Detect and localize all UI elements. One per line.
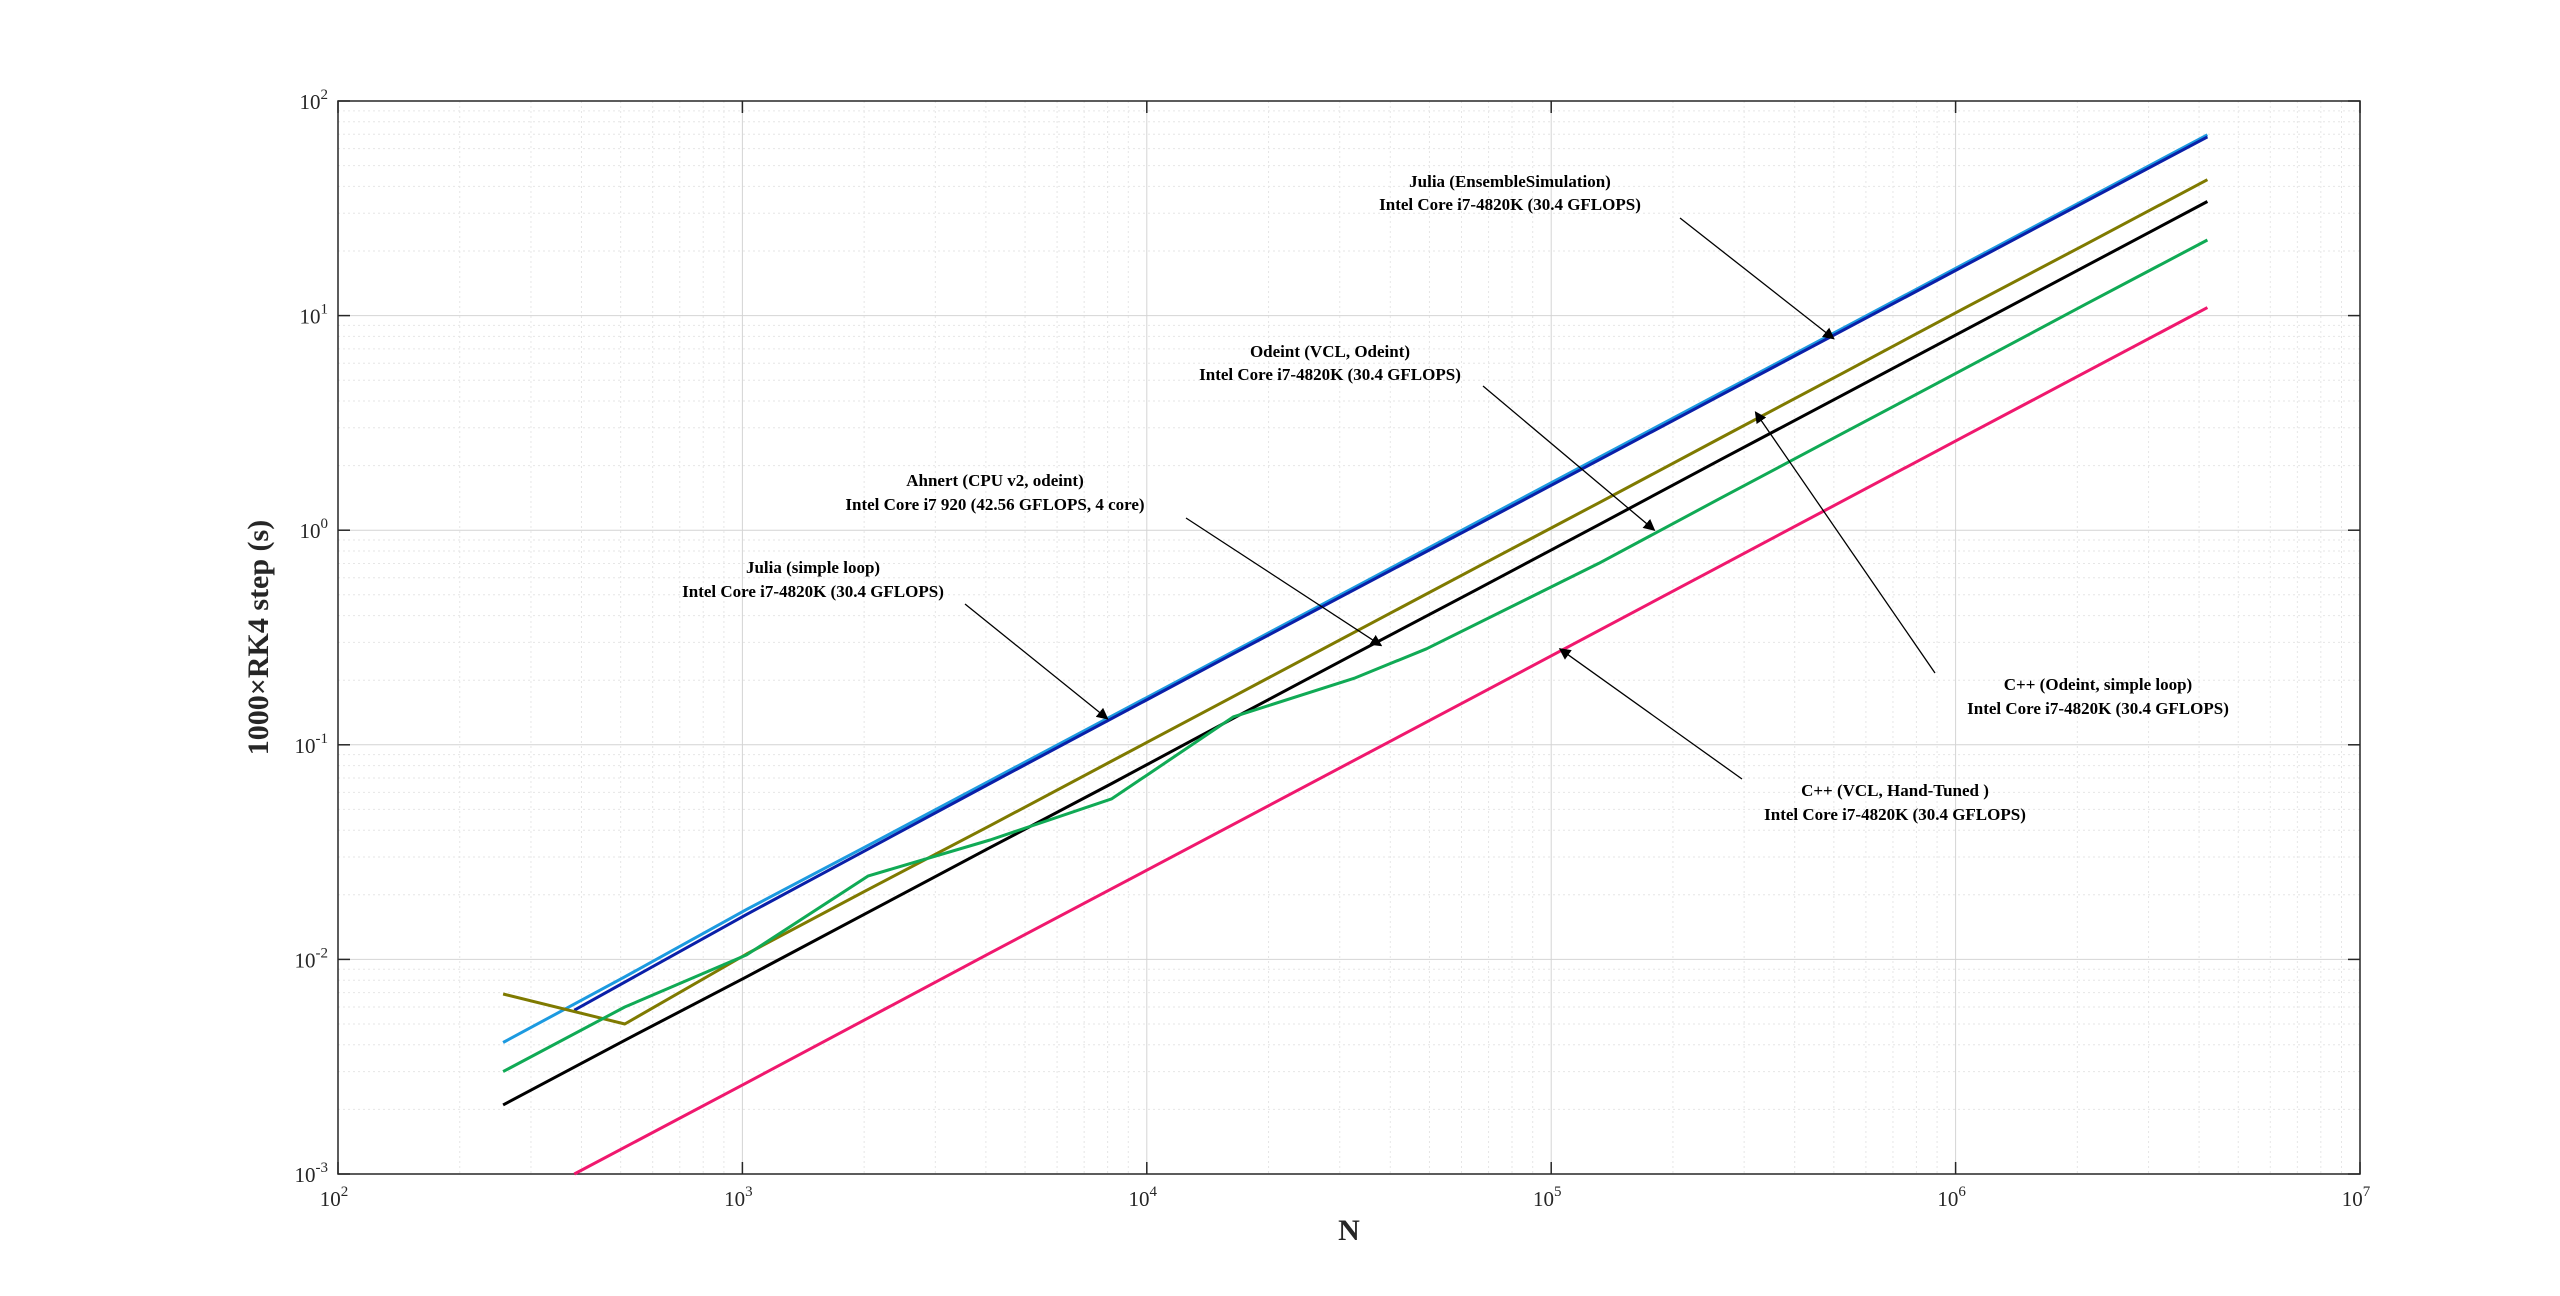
y-tick-label: 102 xyxy=(300,87,329,114)
annotation-subtitle: Intel Core i7-4820K (30.4 GFLOPS) xyxy=(1379,195,1641,214)
annotation-subtitle: Intel Core i7-4820K (30.4 GFLOPS) xyxy=(1764,805,2026,824)
series-line-3 xyxy=(502,178,2209,1026)
x-tick-label: 102 xyxy=(320,1184,349,1211)
x-axis-label: N xyxy=(1338,1214,1360,1247)
plot-area-border xyxy=(337,100,2361,1175)
annotation-layer: Julia (EnsembleSimulation) Intel Core i7-… xyxy=(682,172,2229,824)
annotation-title: C++ (Odeint, simple loop) xyxy=(2004,675,2192,694)
series-line-4 xyxy=(502,200,2209,1107)
annotation-subtitle: Intel Core i7-4820K (30.4 GFLOPS) xyxy=(1199,365,1461,384)
y-tick-label: 10-3 xyxy=(295,1160,329,1187)
y-axis-label: 1000×RK4 step (s) xyxy=(242,520,275,755)
y-tick-label: 10-1 xyxy=(295,731,329,758)
series-line-6 xyxy=(573,306,2209,1176)
x-tick-label: 107 xyxy=(2342,1184,2371,1211)
annotation-title: Julia (simple loop) xyxy=(746,558,880,577)
y-tick-label: 10-2 xyxy=(295,945,329,972)
annotation-arrow xyxy=(964,603,1109,720)
series-line-2 xyxy=(573,135,2209,1012)
annotation-arrow xyxy=(1482,385,1656,531)
series-line-1 xyxy=(502,133,2209,1044)
annotation-title: Julia (EnsembleSimulation) xyxy=(1409,172,1611,191)
annotation-arrow xyxy=(1558,648,1743,780)
x-tick-label: 105 xyxy=(1533,1184,1562,1211)
annotation-subtitle: Intel Core i7 920 (42.56 GFLOPS, 4 core) xyxy=(845,495,1144,514)
y-tick-label: 101 xyxy=(300,302,329,329)
annotation-title: C++ (VCL, Hand-Tuned ) xyxy=(1801,781,1989,800)
annotation-subtitle: Intel Core i7-4820K (30.4 GFLOPS) xyxy=(682,582,944,601)
x-tick-label: 103 xyxy=(724,1184,753,1211)
annotation-title: Ahnert (CPU v2, odeint) xyxy=(906,471,1084,490)
annotation-arrow xyxy=(1185,517,1383,647)
tick-labels: 102 103 104 105 106 107 10-3 10-2 10-1 100 101 102 xyxy=(295,87,2371,1211)
minor-grid xyxy=(338,101,2360,1174)
annotation-subtitle: Intel Core i7-4820K (30.4 GFLOPS) xyxy=(1967,699,2229,718)
y-tick-label: 100 xyxy=(300,516,329,543)
x-tick-label: 104 xyxy=(1129,1184,1158,1211)
annotation-arrow xyxy=(1679,217,1835,340)
series-layer xyxy=(502,133,2209,1176)
annotation-arrow xyxy=(1754,411,1936,674)
annotation-title: Odeint (VCL, Odeint) xyxy=(1250,342,1410,361)
tick-marks xyxy=(337,100,2361,1175)
series-line-5 xyxy=(502,238,2209,1073)
x-tick-label: 106 xyxy=(1937,1184,1966,1211)
